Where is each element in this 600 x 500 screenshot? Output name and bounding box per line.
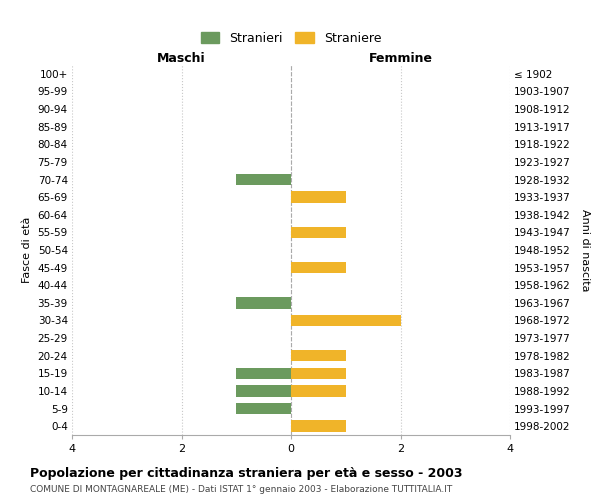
Bar <box>291 420 346 432</box>
Text: Maschi: Maschi <box>157 52 206 65</box>
Y-axis label: Fasce di età: Fasce di età <box>22 217 32 283</box>
Bar <box>291 262 346 274</box>
Bar <box>236 368 291 379</box>
Bar <box>236 403 291 414</box>
Bar <box>291 368 346 379</box>
Bar <box>291 385 346 396</box>
Text: COMUNE DI MONTAGNAREALE (ME) - Dati ISTAT 1° gennaio 2003 - Elaborazione TUTTITA: COMUNE DI MONTAGNAREALE (ME) - Dati ISTA… <box>30 486 452 494</box>
Bar <box>291 350 346 362</box>
Y-axis label: Anni di nascita: Anni di nascita <box>580 209 590 291</box>
Text: Popolazione per cittadinanza straniera per età e sesso - 2003: Popolazione per cittadinanza straniera p… <box>30 468 463 480</box>
Bar <box>236 385 291 396</box>
Text: Femmine: Femmine <box>368 52 433 65</box>
Bar <box>291 192 346 203</box>
Legend: Stranieri, Straniere: Stranieri, Straniere <box>196 27 386 50</box>
Bar <box>291 315 401 326</box>
Bar <box>291 226 346 238</box>
Bar <box>236 174 291 185</box>
Bar <box>236 297 291 308</box>
